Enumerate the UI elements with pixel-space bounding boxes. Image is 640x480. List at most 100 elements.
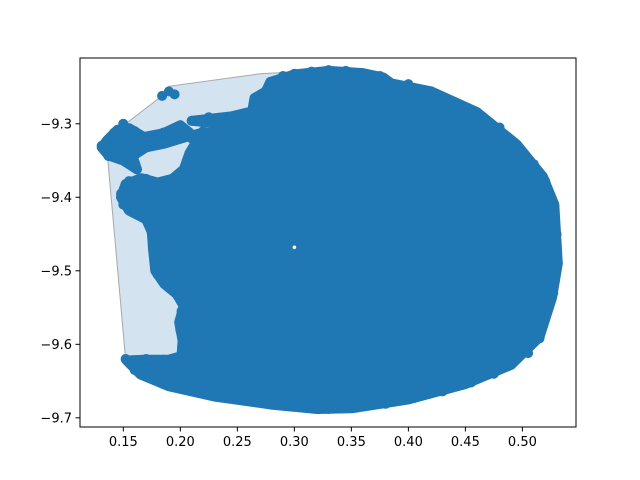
x-axis: 0.15 0.20 0.25 0.30 0.35 0.40 0.45 0.50 [109, 427, 537, 450]
data-point [264, 85, 275, 95]
data-point [175, 120, 186, 131]
data-point [340, 65, 351, 76]
y-tick-label: −9.3 [40, 117, 72, 132]
data-point [148, 243, 158, 254]
data-point [409, 393, 420, 403]
data-point [181, 162, 191, 173]
x-tick-label: 0.20 [166, 435, 195, 450]
data-point [266, 399, 277, 410]
data-point [161, 280, 172, 291]
data-point [220, 140, 231, 151]
data-point [175, 324, 186, 335]
data-point [460, 265, 471, 276]
data-point [96, 140, 107, 151]
data-point [534, 333, 545, 344]
data-point [449, 96, 459, 107]
data-point [226, 111, 237, 122]
points-layer [96, 65, 563, 414]
data-point [403, 79, 414, 90]
data-point [141, 371, 152, 382]
data-point [289, 118, 300, 129]
data-point [186, 133, 197, 144]
data-point [129, 126, 140, 137]
gap-mark [292, 245, 297, 250]
data-point [352, 402, 363, 413]
data-point [198, 126, 209, 137]
data-point [184, 148, 195, 159]
data-point [523, 348, 534, 359]
data-point [238, 118, 249, 129]
data-point [528, 159, 539, 170]
data-point [203, 112, 214, 123]
data-point [118, 118, 129, 129]
data-point [357, 68, 368, 79]
data-point [177, 339, 188, 350]
data-point [247, 105, 258, 116]
data-point [506, 359, 516, 370]
data-point [380, 77, 391, 88]
data-point [154, 181, 165, 192]
data-point [549, 201, 560, 212]
y-axis: −9.3 −9.4 −9.5 −9.6 −9.7 [40, 117, 80, 426]
data-point [545, 192, 556, 203]
data-point [158, 379, 169, 389]
data-point [255, 94, 266, 105]
y-tick-label: −9.5 [40, 264, 72, 279]
x-tick-label: 0.40 [394, 435, 423, 450]
data-point [158, 354, 169, 365]
plot-frame [79, 57, 577, 428]
data-point [181, 384, 191, 395]
data-point [176, 306, 187, 317]
data-point [157, 90, 168, 101]
data-point [374, 71, 385, 81]
data-point [127, 355, 138, 366]
data-point [289, 68, 300, 79]
data-point [403, 192, 414, 203]
data-point [129, 207, 140, 217]
data-point [494, 122, 505, 133]
data-point [552, 258, 563, 269]
data-point [169, 89, 180, 100]
x-tick-label: 0.45 [451, 435, 480, 450]
data-point [437, 386, 448, 397]
x-tick-label: 0.35 [337, 435, 366, 450]
data-point [116, 188, 126, 199]
data-point [265, 76, 276, 87]
data-point [141, 173, 152, 184]
data-point [295, 401, 306, 412]
data-point [278, 71, 288, 81]
data-point [488, 368, 499, 379]
data-point [540, 313, 551, 324]
data-point [175, 352, 186, 363]
x-tick-label: 0.50 [508, 435, 537, 450]
data-point [511, 140, 522, 151]
data-point [118, 199, 129, 210]
data-point [323, 404, 334, 414]
data-point [143, 132, 154, 142]
x-tick-label: 0.25 [223, 435, 252, 450]
data-point [380, 398, 391, 409]
data-point [232, 229, 243, 239]
data-point [306, 66, 317, 77]
x-tick-label: 0.30 [280, 435, 309, 450]
data-point [129, 365, 140, 375]
data-point [109, 127, 120, 138]
data-point [220, 122, 231, 133]
data-point [289, 302, 300, 313]
data-point [540, 176, 551, 187]
data-point [323, 65, 334, 76]
data-point [158, 127, 169, 138]
data-point [346, 339, 357, 350]
y-tick-label: −9.7 [40, 411, 72, 426]
data-point [238, 395, 249, 406]
x-tick-label: 0.15 [109, 435, 138, 450]
data-point [150, 257, 161, 267]
data-point [103, 151, 114, 162]
y-tick-label: −9.4 [40, 191, 72, 206]
data-point [209, 390, 220, 401]
data-point [471, 107, 482, 118]
data-point [466, 377, 477, 388]
data-point [141, 354, 152, 364]
data-point [548, 287, 559, 298]
